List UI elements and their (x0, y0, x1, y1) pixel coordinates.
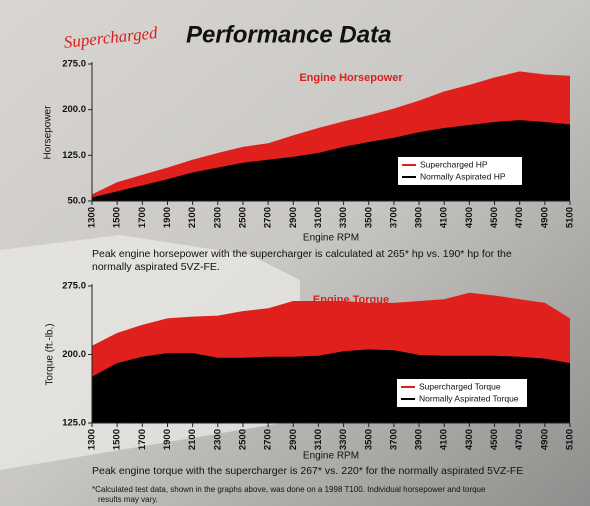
x-tick-label: 3900 (414, 429, 425, 450)
caption: Peak engine torque with the supercharger… (92, 465, 523, 477)
x-tick-label: 4100 (439, 429, 450, 450)
caption: normally aspirated 5VZ-FE. (92, 261, 220, 273)
x-tick-label: 5100 (565, 207, 576, 228)
x-tick-label: 3900 (414, 207, 425, 228)
x-tick-label: 2300 (212, 429, 223, 450)
y-tick-label: 125.0 (62, 418, 86, 429)
x-tick-label: 1500 (112, 429, 123, 450)
caption: Peak engine horsepower with the supercha… (92, 248, 512, 260)
x-tick-label: 1900 (162, 429, 173, 450)
x-tick-label: 2300 (212, 207, 223, 228)
x-tick-label: 3500 (363, 207, 374, 228)
x-tick-label: 2900 (288, 207, 299, 228)
x-tick-label: 1700 (137, 429, 148, 450)
footnote: *Calculated test data, shown in the grap… (92, 485, 486, 494)
x-tick-label: 4700 (514, 429, 525, 450)
x-axis-label: Engine RPM (303, 451, 359, 462)
y-tick-label: 125.0 (62, 150, 86, 161)
y-axis-label: Torque (ft.-lb.) (45, 323, 56, 385)
legend (398, 157, 522, 185)
chart-title: Engine Torque (313, 294, 389, 306)
x-tick-label: 4500 (489, 429, 500, 450)
y-tick-label: 200.0 (62, 349, 86, 360)
series-line (91, 71, 571, 196)
footnote: results may vary. (98, 495, 158, 504)
y-tick-label: 200.0 (62, 104, 86, 115)
x-tick-label: 4900 (539, 429, 550, 450)
x-tick-label: 3700 (388, 207, 399, 228)
legend-label: Normally Aspirated Torque (419, 393, 519, 403)
x-tick-label: 3500 (363, 429, 374, 450)
x-tick-label: 2100 (187, 207, 198, 228)
x-tick-label: 4300 (464, 429, 475, 450)
x-tick-label: 2700 (263, 429, 274, 450)
x-tick-label: 4100 (439, 207, 450, 228)
x-tick-label: 2500 (237, 429, 248, 450)
x-axis-label: Engine RPM (303, 233, 359, 244)
x-tick-label: 2700 (263, 207, 274, 228)
x-tick-label: 4300 (464, 207, 475, 228)
x-tick-label: 3300 (338, 207, 349, 228)
x-tick-label: 1900 (162, 207, 173, 228)
x-tick-label: 4700 (514, 207, 525, 228)
legend-label: Supercharged HP (420, 159, 488, 169)
header-title: Performance Data (186, 21, 391, 48)
x-tick-label: 2900 (288, 429, 299, 450)
x-tick-label: 3100 (313, 207, 324, 228)
x-tick-label: 1700 (137, 207, 148, 228)
y-tick-label: 275.0 (62, 59, 86, 70)
x-tick-label: 3300 (338, 429, 349, 450)
x-tick-label: 1300 (87, 207, 98, 228)
y-axis-label: Horsepower (43, 105, 54, 160)
chart-title: Engine Horsepower (299, 72, 403, 84)
x-tick-label: 2500 (237, 207, 248, 228)
x-tick-label: 2100 (187, 429, 198, 450)
legend-label: Normally Aspirated HP (420, 171, 506, 181)
series-line (91, 292, 571, 347)
x-tick-label: 3100 (313, 429, 324, 450)
x-tick-label: 1500 (112, 207, 123, 228)
x-tick-label: 4900 (539, 207, 550, 228)
legend-label: Supercharged Torque (419, 381, 501, 391)
x-tick-label: 3700 (388, 429, 399, 450)
x-tick-label: 4500 (489, 207, 500, 228)
x-tick-label: 1300 (87, 429, 98, 450)
legend (397, 379, 527, 407)
series-line (91, 120, 571, 199)
x-tick-label: 5100 (565, 429, 576, 450)
y-tick-label: 50.0 (68, 196, 87, 207)
series-line (91, 349, 571, 378)
y-tick-label: 275.0 (62, 281, 86, 292)
